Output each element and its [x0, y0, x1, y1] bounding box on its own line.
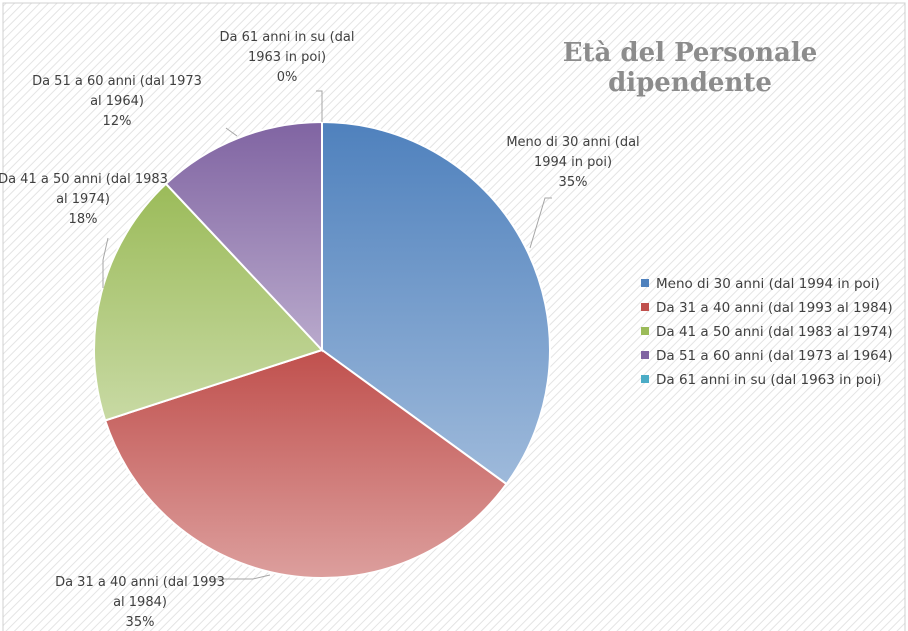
data-label: Da 61 anni in su (dal 1963 in poi) 0%: [202, 28, 372, 88]
legend-item: Da 41 a 50 anni (dal 1983 al 1974): [641, 324, 893, 340]
data-label: Da 31 a 40 anni (dal 1993 al 1984) 35%: [55, 573, 225, 631]
data-label-value: 35%: [125, 615, 155, 630]
pie: [93, 120, 551, 579]
legend-item: Meno di 30 anni (dal 1994 in poi): [641, 276, 880, 292]
leader-line: [210, 574, 271, 580]
slice: [164, 120, 323, 353]
legend-label: Da 31 a 40 anni (dal 1993 al 1984): [656, 300, 893, 316]
legend-item: Da 51 a 60 anni (dal 1973 al 1964): [641, 348, 893, 364]
legend-label: Da 61 anni in su (dal 1963 in poi): [656, 372, 882, 388]
legend-swatch: [641, 279, 649, 287]
legend-item: Da 61 anni in su (dal 1963 in poi): [641, 372, 882, 388]
data-label-category: Meno di 30 anni (dal 1994 in poi): [506, 135, 640, 170]
data-label-category: Da 41 a 50 anni (dal 1983 al 1974): [0, 172, 168, 207]
data-label: Da 41 a 50 anni (dal 1983 al 1974) 18%: [0, 170, 168, 230]
legend-swatch: [641, 303, 649, 311]
legend-swatch: [641, 351, 649, 359]
chart-title: Età del Personale dipendente: [562, 38, 818, 98]
data-label-value: 18%: [68, 212, 98, 227]
data-label-value: 12%: [102, 114, 132, 129]
data-label: Da 51 a 60 anni (dal 1973 al 1964) 12%: [32, 72, 202, 132]
leader-line: [102, 237, 109, 288]
leader-line: [316, 90, 323, 122]
leader-lines: [102, 90, 552, 580]
leader-line: [225, 127, 238, 137]
legend-label: Da 51 a 60 anni (dal 1973 al 1964): [656, 348, 893, 364]
legend-label: Da 41 a 50 anni (dal 1983 al 1974): [656, 324, 893, 340]
legend-swatch: [641, 375, 649, 383]
data-label-category: Da 61 anni in su (dal 1963 in poi): [219, 30, 355, 65]
data-label-category: Da 51 a 60 anni (dal 1973 al 1964): [32, 74, 202, 109]
legend-label: Meno di 30 anni (dal 1994 in poi): [656, 276, 880, 292]
data-label-category: Da 31 a 40 anni (dal 1993 al 1984): [55, 575, 225, 610]
data-label: Meno di 30 anni (dal 1994 in poi) 35%: [488, 133, 658, 193]
legend-swatch: [641, 327, 649, 335]
slice: [321, 120, 551, 486]
slice: [103, 348, 508, 579]
legend-item: Da 31 a 40 anni (dal 1993 al 1984): [641, 300, 893, 316]
data-label-value: 35%: [558, 175, 588, 190]
data-label-value: 0%: [276, 70, 298, 85]
slice: [93, 182, 324, 422]
leader-line: [529, 197, 552, 249]
